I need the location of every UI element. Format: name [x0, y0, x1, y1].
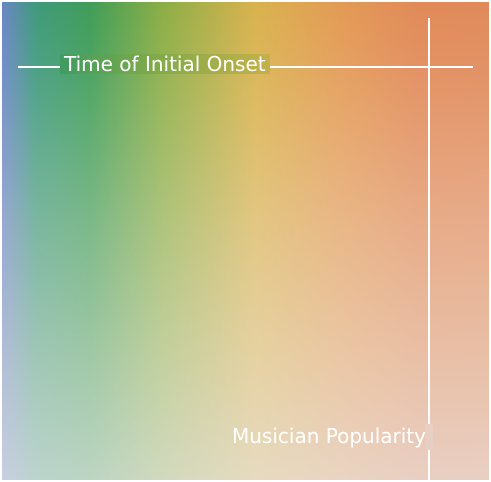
- vertical-axis-label: Musician Popularity: [232, 424, 426, 448]
- vertical-axis-line: [428, 18, 430, 480]
- horizontal-axis-label: Time of Initial Onset: [60, 54, 270, 74]
- vertical-line-gap: [425, 424, 433, 450]
